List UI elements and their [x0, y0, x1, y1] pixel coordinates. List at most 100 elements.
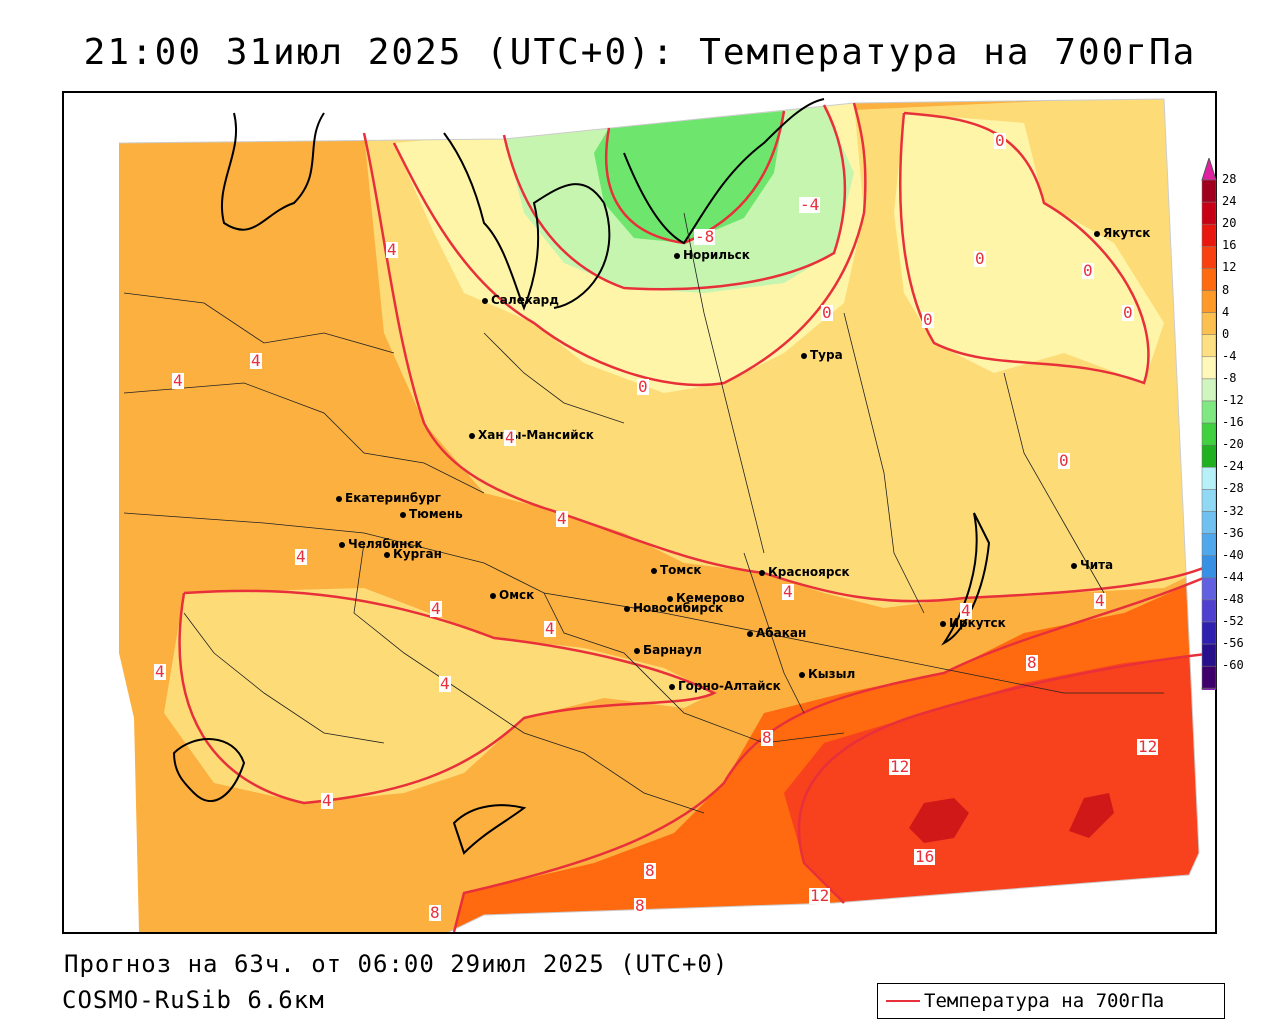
- legend-tick-label: 28: [1222, 172, 1237, 186]
- legend-tick-label: -48: [1222, 591, 1244, 606]
- city-name: Якутск: [1103, 226, 1151, 240]
- contour-label: 4: [172, 371, 184, 390]
- contour-label: 4: [430, 599, 442, 618]
- city-dot-icon: [801, 352, 807, 359]
- legend-tick-label: -20: [1222, 437, 1244, 452]
- forecast-map[interactable]: Якутск Норильск Салехард Тура Ханты-Мансийск…: [62, 91, 1217, 934]
- city-14: Красноярск: [759, 565, 850, 579]
- legend-tick-label: -4: [1222, 348, 1237, 363]
- city-name: Норильск: [683, 248, 750, 262]
- contour-label: -8: [694, 227, 716, 246]
- contour-label: 12: [889, 757, 911, 776]
- zone-16-20: [909, 793, 1114, 843]
- city-5: Ханты-Мансийск: [469, 428, 594, 442]
- legend-tick-label: 0: [1222, 326, 1230, 341]
- city-name: Новосибирск: [633, 601, 724, 615]
- legend-swatch: [1201, 290, 1217, 313]
- city-3: Салехард: [482, 293, 559, 307]
- city-dot-icon: [799, 671, 805, 678]
- contour-label: 8: [761, 728, 773, 747]
- legend-top-arrow: [1201, 158, 1217, 181]
- contour-label: 4: [250, 351, 262, 370]
- city-name: Тюмень: [409, 507, 463, 521]
- contour-label: 12: [1137, 737, 1159, 756]
- legend-swatch: [1201, 246, 1217, 269]
- city-dot-icon: [651, 567, 657, 574]
- city-2: Норильск: [674, 248, 750, 262]
- city-dot-icon: [482, 297, 488, 304]
- city-name: Екатеринбург: [345, 491, 441, 505]
- city-dot-icon: [336, 495, 342, 502]
- legend-tick-label: -44: [1222, 569, 1244, 584]
- city-dot-icon: [624, 605, 630, 612]
- legend-swatch: [1201, 643, 1217, 667]
- legend-swatch: [1201, 489, 1217, 512]
- legend-tick-label: 12: [1222, 260, 1237, 275]
- legend-tick-label: -40: [1222, 547, 1244, 562]
- contour-label: 4: [782, 582, 794, 601]
- coastlines: [172, 98, 991, 855]
- city-dot-icon: [940, 620, 946, 627]
- city-8: Челябинск: [339, 537, 423, 551]
- zone-0-4-south: [164, 588, 714, 803]
- color-legend: [1201, 158, 1217, 690]
- city-name: Иркутск: [949, 616, 1006, 630]
- legend-swatch: [1201, 511, 1217, 534]
- contour-label: 0: [974, 249, 986, 268]
- key-line-swatch: [886, 1000, 920, 1002]
- city-name: Тура: [810, 348, 843, 362]
- legend-tick-label: -28: [1222, 481, 1244, 496]
- city-name: Омск: [499, 588, 535, 602]
- city-name: Ханты-Мансийск: [478, 428, 594, 442]
- city-name: Барнаул: [643, 643, 702, 657]
- map-title: 21:00 31июл 2025 (UTC+0): Температура на…: [83, 32, 1197, 73]
- legend-swatch: [1201, 621, 1217, 645]
- contour-label: 8: [634, 896, 646, 915]
- legend-tick-label: -32: [1222, 503, 1244, 518]
- city-dot-icon: [747, 630, 753, 637]
- contour-label: 4: [504, 428, 516, 447]
- legend-swatch: [1201, 555, 1217, 579]
- contour-label: 16: [914, 847, 936, 866]
- zone-12-16: [784, 653, 1199, 903]
- city-13: Кемерово: [667, 591, 745, 605]
- city-dot-icon: [384, 551, 390, 558]
- contour-label: 0: [1082, 261, 1094, 280]
- legend-tick-label: 20: [1222, 216, 1237, 231]
- legend-tick-label: -52: [1222, 614, 1244, 628]
- city-name: Чита: [1080, 558, 1114, 572]
- city-name: Челябинск: [348, 537, 423, 551]
- city-name: Кызыл: [808, 667, 856, 681]
- legend-swatch: [1201, 422, 1217, 446]
- legend-swatch: [1201, 356, 1217, 380]
- city-1: Якутск: [1094, 226, 1150, 240]
- legend-tick-label: -36: [1222, 525, 1244, 540]
- legend-tick-label: -12: [1222, 393, 1244, 407]
- legend-swatch: [1201, 467, 1217, 490]
- city-name: Абакан: [756, 626, 807, 640]
- legend-swatch: [1201, 179, 1217, 203]
- contour-label: 4: [295, 547, 307, 566]
- contour-label: 4: [439, 674, 451, 693]
- legend-tick-label: 4: [1222, 304, 1230, 319]
- legend-swatch: [1201, 400, 1217, 424]
- legend-swatch: [1201, 378, 1217, 402]
- contour-label: 0: [994, 131, 1006, 150]
- city-dot-icon: [669, 683, 675, 690]
- city-name: Томск: [660, 563, 702, 577]
- key-label: Температура на 700гПа: [924, 990, 1165, 1012]
- city-dot-icon: [667, 595, 673, 602]
- city-dot-icon: [1071, 562, 1077, 569]
- legend-tick-label: -60: [1222, 658, 1244, 673]
- city-11: Новосибирск: [624, 601, 723, 615]
- contour-label: 4: [321, 791, 333, 810]
- line-key: Температура на 700гПа: [877, 983, 1225, 1019]
- contour-label: 8: [644, 861, 656, 880]
- legend-swatch: [1201, 577, 1217, 601]
- contour-label: 8: [1026, 653, 1038, 672]
- legend-tick-label: -16: [1222, 415, 1244, 430]
- city-7: Тюмень: [400, 507, 463, 521]
- city-name: Салехард: [491, 293, 559, 307]
- city-dot-icon: [490, 592, 496, 599]
- temperature-field: [118, 98, 1215, 932]
